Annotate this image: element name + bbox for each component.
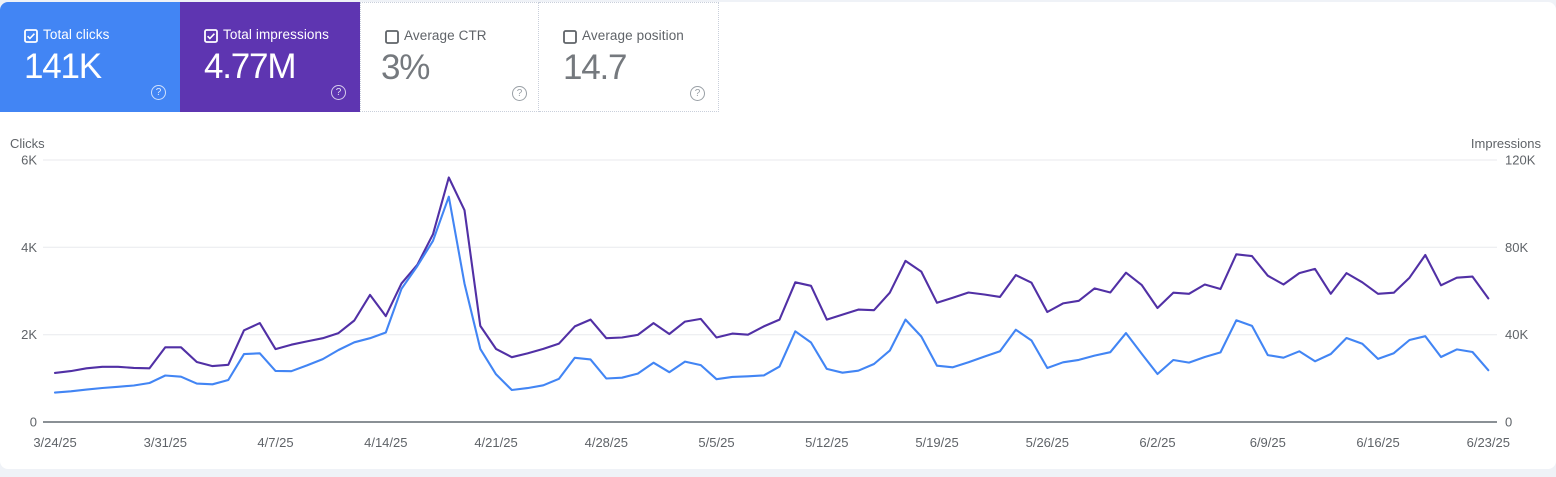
svg-text:Clicks: Clicks <box>10 136 45 151</box>
svg-text:4K: 4K <box>21 240 37 255</box>
svg-text:4/14/25: 4/14/25 <box>364 435 407 450</box>
svg-text:40K: 40K <box>1505 327 1528 342</box>
svg-text:2K: 2K <box>21 327 37 342</box>
svg-text:4/21/25: 4/21/25 <box>474 435 517 450</box>
svg-text:Impressions: Impressions <box>1471 136 1542 151</box>
svg-text:5/5/25: 5/5/25 <box>698 435 734 450</box>
svg-text:120K: 120K <box>1505 153 1536 168</box>
svg-text:4/7/25: 4/7/25 <box>257 435 293 450</box>
svg-text:6/2/25: 6/2/25 <box>1139 435 1175 450</box>
svg-text:5/19/25: 5/19/25 <box>915 435 958 450</box>
svg-text:6/16/25: 6/16/25 <box>1356 435 1399 450</box>
svg-text:6K: 6K <box>21 153 37 168</box>
svg-text:4/28/25: 4/28/25 <box>585 435 628 450</box>
svg-text:3/31/25: 3/31/25 <box>144 435 187 450</box>
svg-text:6/23/25: 6/23/25 <box>1467 435 1510 450</box>
svg-text:0: 0 <box>1505 415 1512 430</box>
svg-text:6/9/25: 6/9/25 <box>1250 435 1286 450</box>
svg-text:5/26/25: 5/26/25 <box>1026 435 1069 450</box>
svg-text:0: 0 <box>30 415 37 430</box>
svg-text:5/12/25: 5/12/25 <box>805 435 848 450</box>
svg-text:3/24/25: 3/24/25 <box>33 435 76 450</box>
svg-text:80K: 80K <box>1505 240 1528 255</box>
